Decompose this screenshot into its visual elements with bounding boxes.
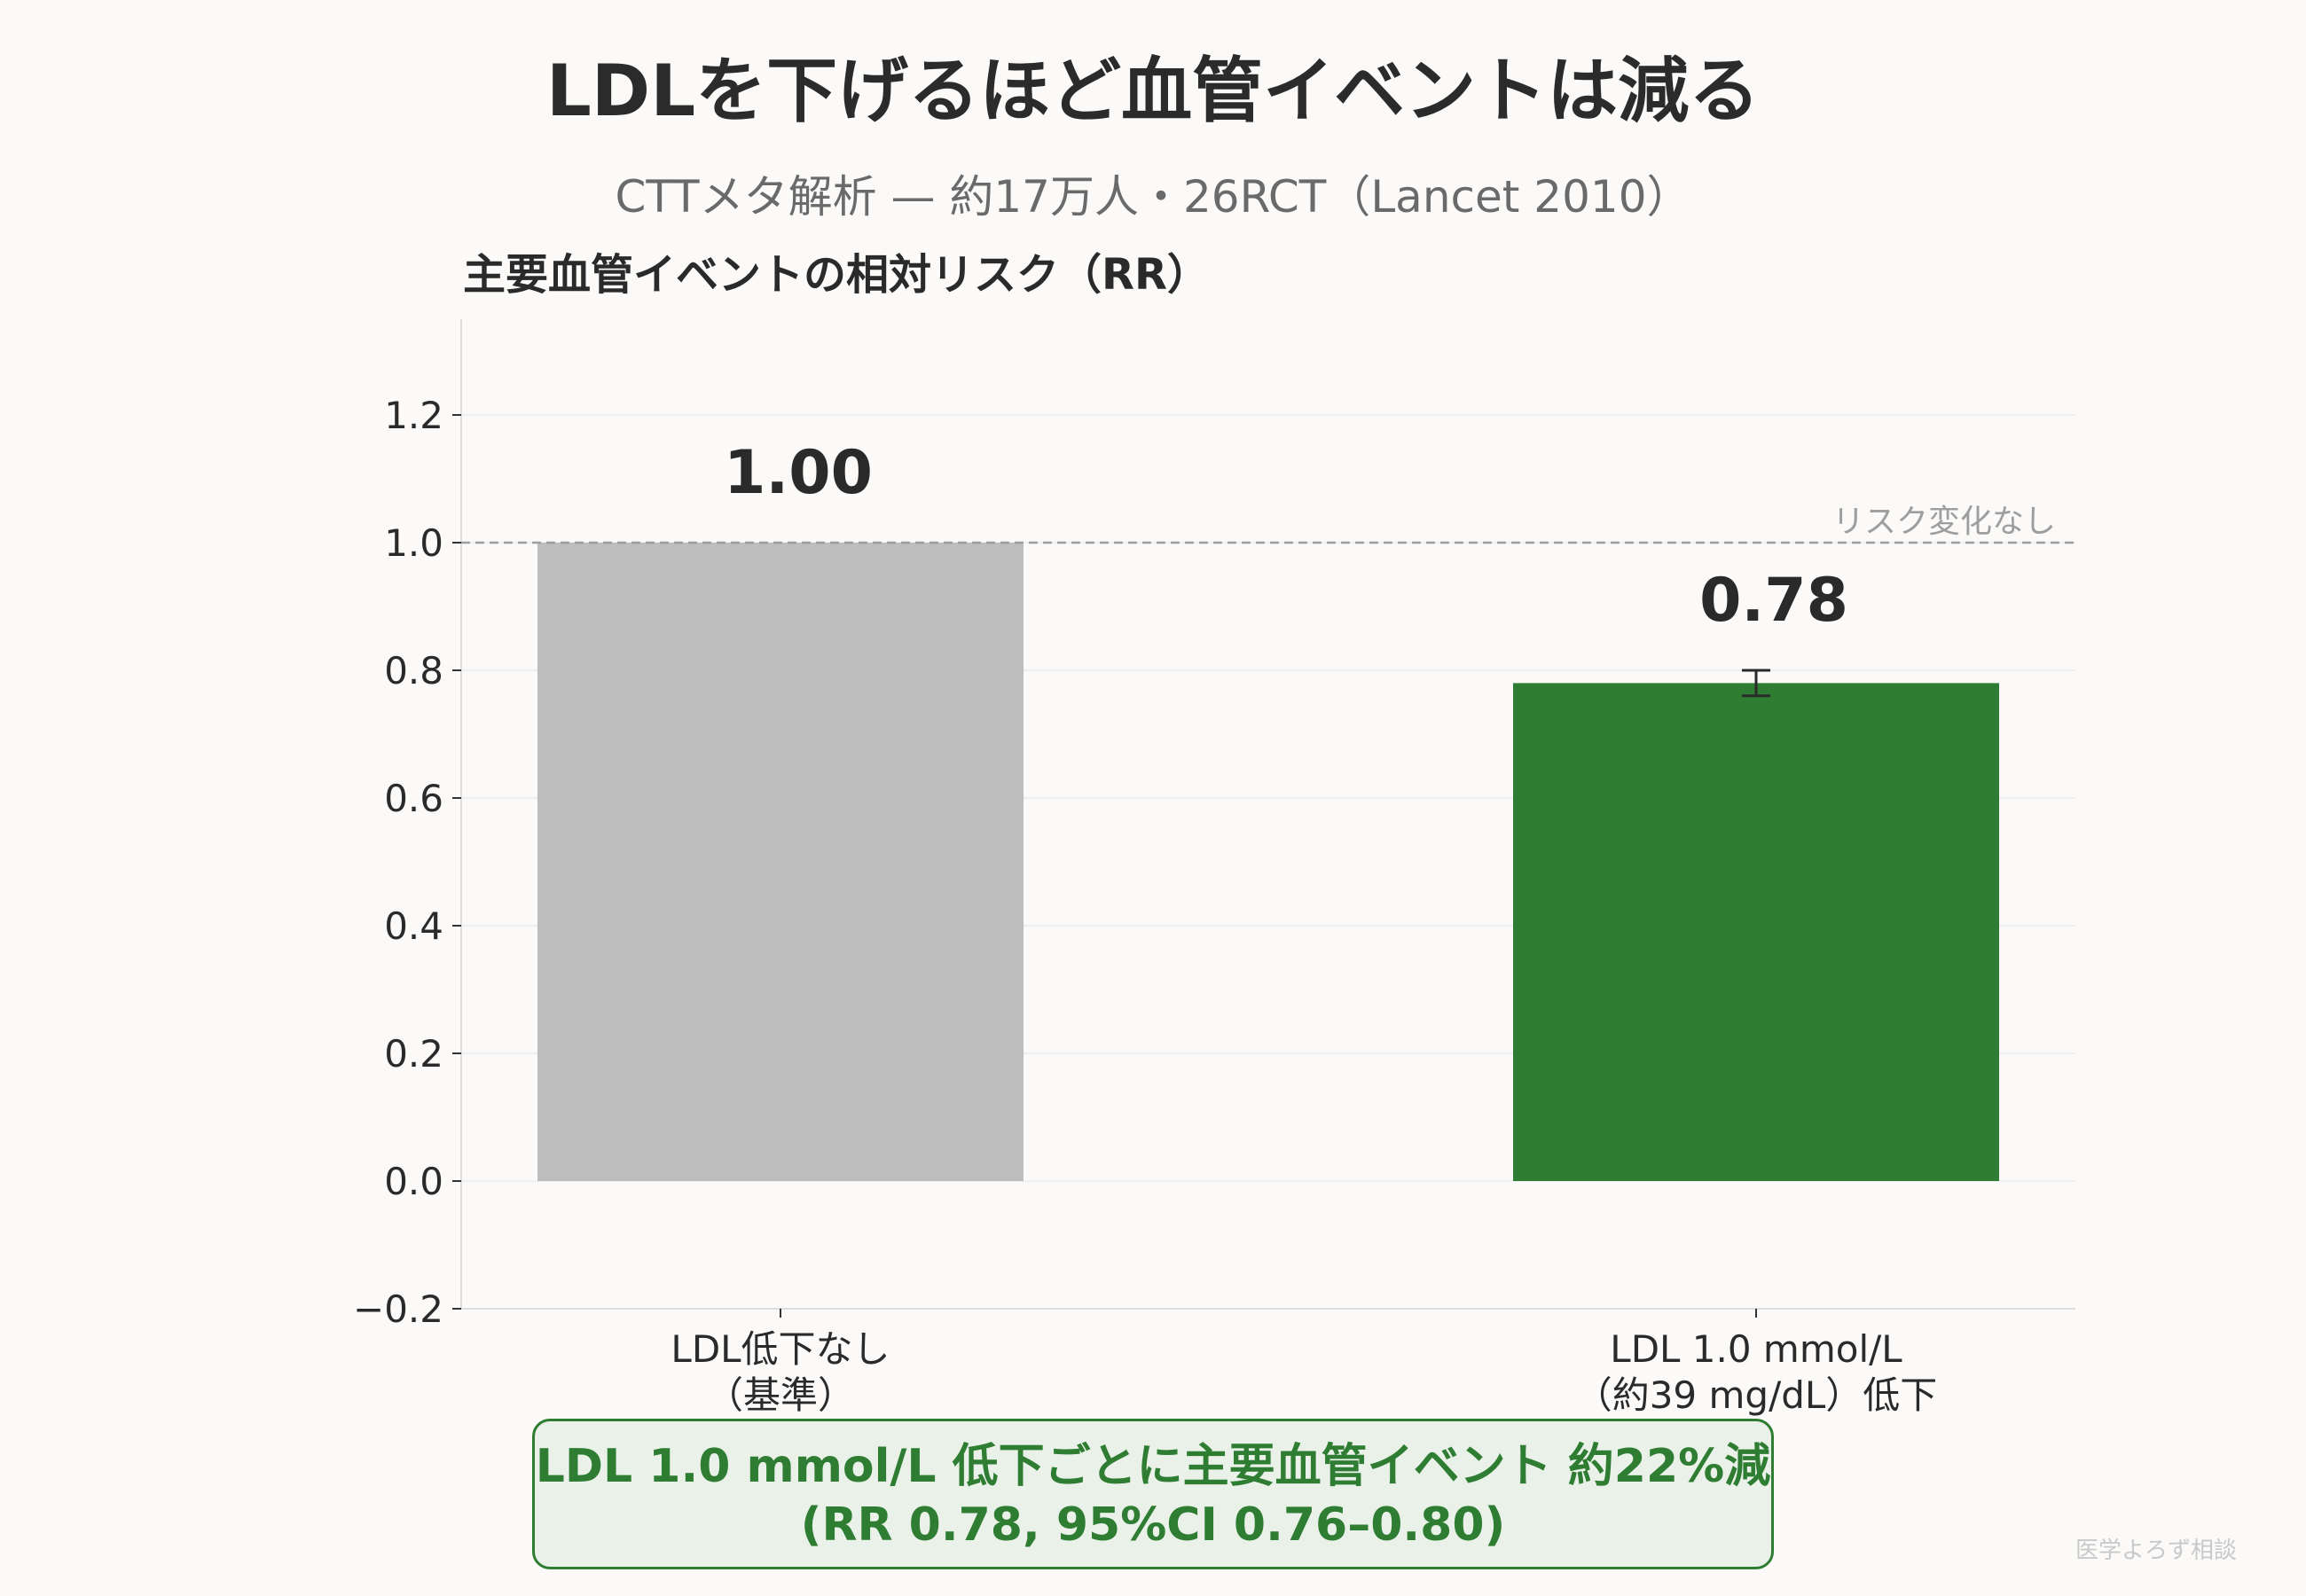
reference-line-label: リスク変化なし bbox=[1832, 504, 2056, 540]
chart-title: LDLを下げるほど血管イベントは減る bbox=[545, 50, 1761, 132]
y-tick-label: 0.8 bbox=[384, 649, 443, 692]
y-tick-label: 0.6 bbox=[384, 777, 443, 820]
y-tick-label: 0.0 bbox=[384, 1160, 443, 1203]
y-tick-label: 0.4 bbox=[384, 904, 443, 948]
bar-chart: −0.2 0.0 0.2 0.4 0.6 0.8 1.0 1.2 主要血管イベントの相対リスク（… bbox=[353, 250, 2075, 1417]
y-axis-label: 主要血管イベントの相対リスク（RR） bbox=[463, 250, 1210, 300]
x-tick-label: LDL低下なし bbox=[671, 1327, 890, 1371]
bar-value-label: 0.78 bbox=[1699, 566, 1848, 636]
chart-subtitle: CTTメタ解析 — 約17万人・26RCT（Lancet 2010） bbox=[615, 171, 1691, 223]
y-tick-label: −0.2 bbox=[353, 1287, 443, 1331]
x-tick-label: LDL 1.0 mmol/L bbox=[1610, 1327, 1902, 1371]
x-tick-label: （基準） bbox=[706, 1373, 855, 1417]
y-tick-label: 1.2 bbox=[384, 394, 443, 437]
x-tick-label: （約39 mg/dL）低下 bbox=[1575, 1373, 1938, 1417]
summary-callout: LDL 1.0 mmol/L 低下ごとに主要血管イベント 約22%減 (RR 0… bbox=[532, 1419, 1774, 1569]
bar-value-label: 1.00 bbox=[724, 438, 873, 508]
credit-watermark: 医学よろず相談 bbox=[2075, 1537, 2237, 1564]
callout-line-2: (RR 0.78, 95%CI 0.76–0.80) bbox=[800, 1498, 1506, 1552]
bar bbox=[1513, 683, 1999, 1181]
callout-line-1: LDL 1.0 mmol/L 低下ごとに主要血管イベント 約22%減 bbox=[535, 1440, 1771, 1493]
bar bbox=[537, 543, 1024, 1181]
y-tick-label: 1.0 bbox=[384, 521, 443, 565]
y-tick-label: 0.2 bbox=[384, 1032, 443, 1076]
